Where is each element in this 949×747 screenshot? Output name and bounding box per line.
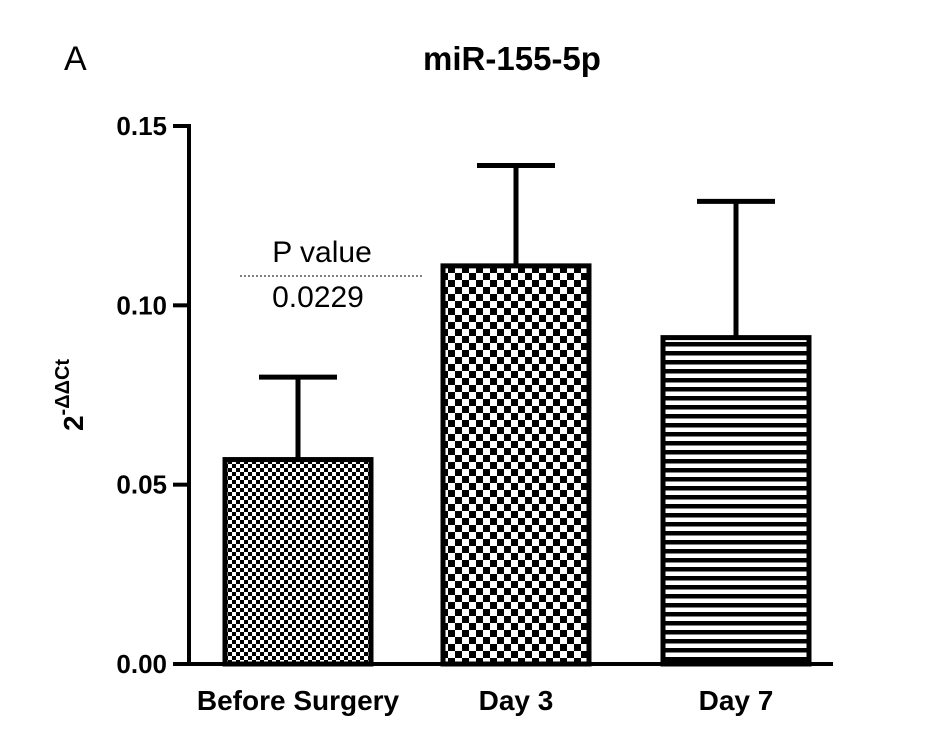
x-category-label: Before Surgery — [197, 685, 400, 716]
bar-day-3 — [440, 263, 592, 667]
panel-label: A — [64, 40, 87, 78]
chart-title: miR-155-5p — [423, 40, 601, 77]
bar-before-surgery — [222, 457, 374, 667]
y-tick-label: 0.10 — [116, 290, 167, 320]
x-category-label: Day 3 — [479, 685, 554, 716]
y-tick-label: 0.05 — [116, 470, 167, 500]
y-tick-label: 0.15 — [116, 111, 167, 141]
y-axis-label-superscript: -ΔΔCt — [52, 359, 74, 416]
y-tick-label: 0.00 — [116, 649, 167, 679]
y-axis-label: 2-ΔΔCt — [52, 359, 89, 431]
y-axis-label-base: 2 — [58, 415, 89, 431]
p-value-number: 0.0229 — [272, 281, 364, 314]
y-axis: 0.00 0.05 0.10 0.15 — [116, 111, 191, 679]
x-category-label: Day 7 — [699, 685, 774, 716]
bar-day-7 — [660, 335, 812, 667]
x-axis: Before Surgery Day 3 Day 7 — [187, 662, 833, 716]
p-value-label: P value — [272, 236, 372, 269]
